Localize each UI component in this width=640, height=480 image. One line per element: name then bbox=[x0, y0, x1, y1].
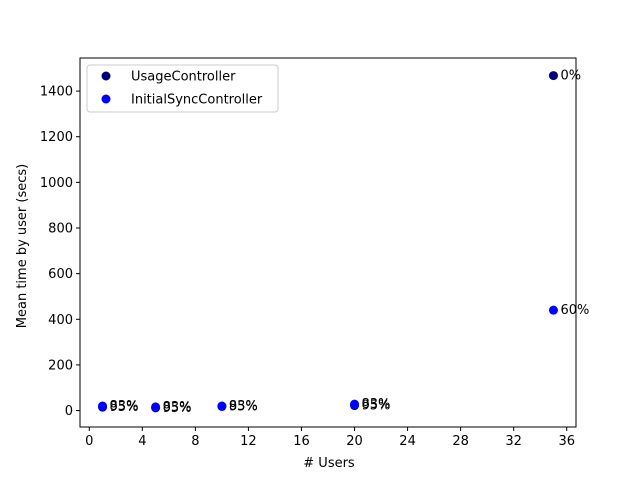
data-point bbox=[98, 401, 108, 411]
data-label: 0% bbox=[560, 69, 581, 84]
legend-marker bbox=[101, 94, 111, 104]
y-tick-label: 400 bbox=[48, 313, 73, 328]
x-tick-label: 16 bbox=[293, 434, 310, 449]
data-point bbox=[350, 399, 360, 409]
data-point bbox=[151, 402, 161, 412]
x-tick-label: 24 bbox=[399, 434, 416, 449]
x-tick-label: 32 bbox=[505, 434, 522, 449]
y-tick-label: 800 bbox=[48, 222, 73, 237]
data-point bbox=[548, 71, 558, 81]
x-tick-label: 28 bbox=[452, 434, 469, 449]
y-tick-label: 1000 bbox=[40, 176, 73, 191]
data-point bbox=[217, 401, 227, 411]
y-tick-label: 1200 bbox=[40, 130, 73, 145]
data-label: 83% bbox=[110, 399, 139, 414]
y-tick-label: 1400 bbox=[40, 85, 73, 100]
x-axis-label: # Users bbox=[303, 456, 355, 471]
data-labels: 95% 95% 95% 95% 0% 83% 83% 83% 83% 60% bbox=[110, 69, 590, 416]
data-label: 95% bbox=[362, 399, 391, 414]
plot-frame bbox=[79, 57, 577, 428]
data-label: 83% bbox=[362, 397, 391, 412]
legend-entry: InitialSyncController bbox=[131, 93, 263, 108]
data-label: 83% bbox=[229, 399, 258, 414]
data-label: 83% bbox=[163, 400, 192, 415]
x-tick-label: 12 bbox=[240, 434, 257, 449]
legend-entry: UsageController bbox=[131, 70, 236, 85]
plot-area bbox=[79, 57, 577, 428]
data-label: 95% bbox=[229, 399, 258, 414]
legend-marker bbox=[101, 71, 111, 81]
x-axis-ticks: 0 4 8 12 16 20 24 28 32 36 bbox=[85, 427, 575, 449]
data-point bbox=[548, 305, 558, 315]
y-axis-label: Mean time by user (secs) bbox=[15, 164, 30, 328]
x-tick-label: 8 bbox=[191, 434, 199, 449]
legend: UsageController InitialSyncController bbox=[86, 64, 279, 113]
data-label: 95% bbox=[163, 401, 192, 416]
y-axis-ticks: 0 200 400 600 800 1000 1200 1400 bbox=[40, 85, 80, 419]
data-label: 95% bbox=[110, 400, 139, 415]
data-points bbox=[98, 71, 558, 413]
data-label: 60% bbox=[560, 303, 589, 318]
x-tick-label: 4 bbox=[138, 434, 146, 449]
x-tick-label: 0 bbox=[85, 434, 93, 449]
y-tick-label: 0 bbox=[65, 404, 73, 419]
y-tick-label: 200 bbox=[48, 358, 73, 373]
x-tick-label: 36 bbox=[558, 434, 575, 449]
y-tick-label: 600 bbox=[48, 267, 73, 282]
legend-box bbox=[86, 64, 279, 113]
x-tick-label: 20 bbox=[346, 434, 363, 449]
